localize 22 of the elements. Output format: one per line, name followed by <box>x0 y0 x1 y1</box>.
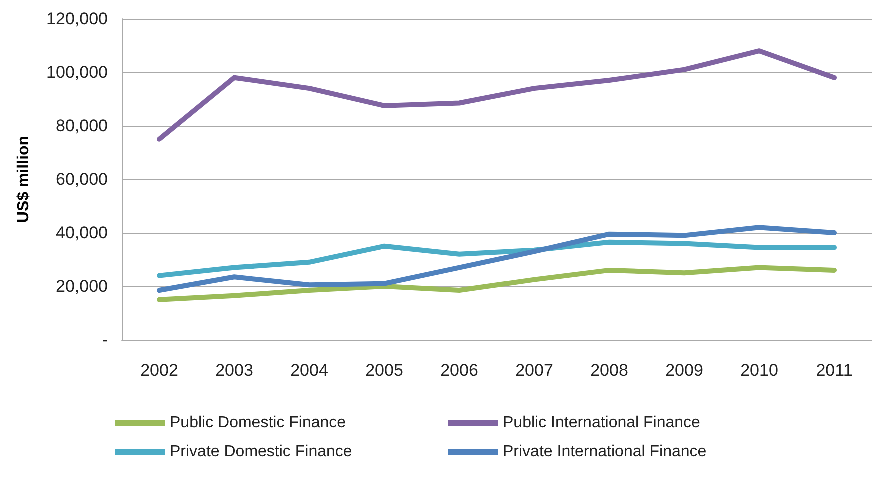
y-tick-label: - <box>102 330 108 350</box>
x-tick-label: 2010 <box>740 361 778 380</box>
legend-label: Public International Finance <box>503 414 701 432</box>
x-tick-label: 2003 <box>216 361 254 380</box>
y-tick-label: 60,000 <box>56 170 108 189</box>
x-tick-label: 2004 <box>290 361 328 380</box>
y-tick-label: 20,000 <box>56 277 108 296</box>
y-tick-label: 100,000 <box>46 63 108 82</box>
legend-label: Private International Finance <box>503 444 707 460</box>
legend-label: Private Domestic Finance <box>170 444 352 460</box>
x-tick-label: 2002 <box>140 361 178 380</box>
x-tick-label: 2007 <box>516 361 554 380</box>
x-tick-label: 2011 <box>816 361 853 380</box>
x-tick-label: 2005 <box>366 361 404 380</box>
legend-label: Public Domestic Finance <box>170 414 346 432</box>
x-tick-label: 2008 <box>590 361 628 380</box>
y-axis-title: US$ million <box>16 136 32 224</box>
x-tick-label: 2009 <box>666 361 704 380</box>
x-tick-label: 2006 <box>440 361 478 380</box>
y-tick-label: 120,000 <box>46 10 108 28</box>
y-tick-label: 40,000 <box>56 224 108 242</box>
y-tick-label: 80,000 <box>56 116 108 136</box>
